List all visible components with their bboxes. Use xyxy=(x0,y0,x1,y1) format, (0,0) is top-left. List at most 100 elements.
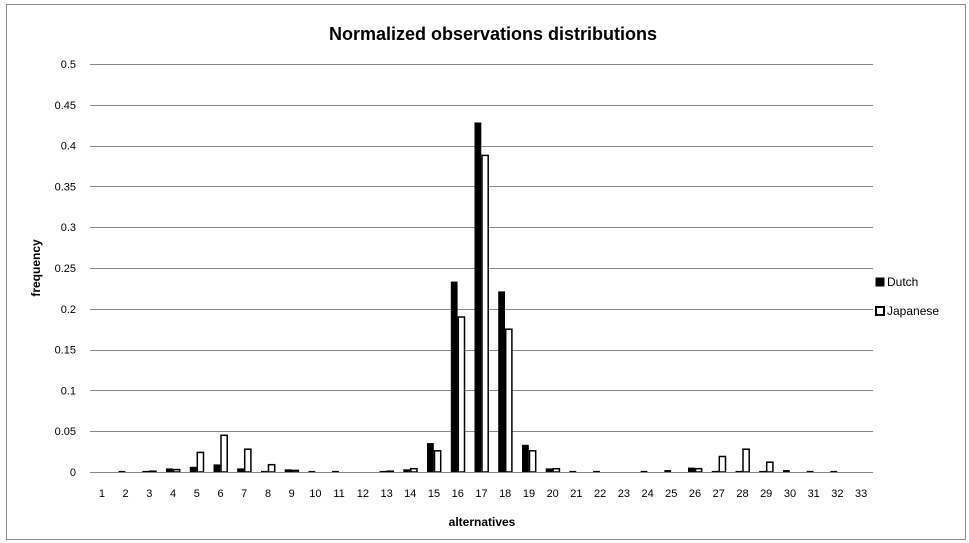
y-tick-label: 0.35 xyxy=(55,181,76,193)
x-tick-label: 18 xyxy=(499,488,511,500)
x-tick-label: 22 xyxy=(594,488,606,500)
bar-dutch-27 xyxy=(711,470,719,473)
x-tick-label: 23 xyxy=(618,488,630,500)
x-tick-label: 4 xyxy=(170,488,176,500)
y-tick-label: 0.5 xyxy=(61,59,76,71)
bar-dutch-28 xyxy=(735,470,743,473)
bar-japanese-14 xyxy=(410,467,418,473)
bar-dutch-2 xyxy=(118,470,126,473)
x-tick-label: 13 xyxy=(380,488,392,500)
x-tick-label: 14 xyxy=(404,488,416,500)
bar-japanese-9 xyxy=(291,469,300,473)
bar-japanese-4 xyxy=(172,468,181,473)
bar-dutch-19 xyxy=(521,444,529,473)
x-tick-label: 3 xyxy=(146,488,152,500)
x-tick-label: 20 xyxy=(547,488,559,500)
x-tick-label: 30 xyxy=(784,488,796,500)
bar-dutch-32 xyxy=(830,470,838,473)
y-tick-label: 0.45 xyxy=(55,100,76,112)
bar-japanese-17 xyxy=(481,154,489,473)
bar-dutch-9 xyxy=(284,469,292,473)
chart-title: Normalized observations distributions xyxy=(329,24,657,44)
bar-japanese-28 xyxy=(742,448,750,473)
x-tick-label: 31 xyxy=(808,488,820,500)
bar-dutch-30 xyxy=(782,470,790,473)
y-tick-label: 0.2 xyxy=(61,304,76,316)
bar-dutch-16 xyxy=(450,281,458,473)
x-tick-label: 33 xyxy=(855,488,867,500)
legend-swatch-dutch xyxy=(875,277,885,287)
y-tick-label: 0.05 xyxy=(55,426,76,438)
bar-dutch-6 xyxy=(213,464,221,473)
bar-dutch-4 xyxy=(166,468,173,473)
legend-label-dutch: Dutch xyxy=(887,275,918,289)
bar-japanese-19 xyxy=(528,450,537,473)
bar-dutch-31 xyxy=(806,470,814,473)
bar-japanese-15 xyxy=(433,450,442,473)
x-tick-label: 11 xyxy=(333,488,344,500)
x-tick-label: 9 xyxy=(289,488,295,500)
x-tick-label: 6 xyxy=(217,488,223,500)
bar-japanese-29 xyxy=(765,461,774,473)
x-tick-label: 2 xyxy=(123,488,129,500)
bar-dutch-14 xyxy=(403,469,411,473)
y-tick-label: 0 xyxy=(70,467,76,479)
bar-japanese-8 xyxy=(267,463,276,473)
bar-dutch-10 xyxy=(308,470,316,473)
x-tick-label: 12 xyxy=(357,488,369,500)
bar-dutch-3 xyxy=(142,470,150,473)
y-tick-label: 0.15 xyxy=(55,345,76,357)
x-tick-label: 21 xyxy=(570,488,582,500)
x-tick-label: 27 xyxy=(713,488,725,500)
bar-japanese-16 xyxy=(457,316,466,473)
y-tick-label: 0.1 xyxy=(61,385,76,397)
bar-japanese-7 xyxy=(243,448,252,473)
bar-japanese-26 xyxy=(694,467,703,473)
y-tick-labels: 0 0.05 0.1 0.15 0.2 0.25 0.3 0.35 0.4 0.45 0.5 xyxy=(55,59,76,479)
x-tick-label: 19 xyxy=(523,488,535,500)
x-tick-label: 5 xyxy=(194,488,200,500)
bar-dutch-26 xyxy=(687,467,695,473)
bar-dutch-17 xyxy=(474,122,482,473)
y-tick-label: 0.25 xyxy=(55,263,76,275)
bar-dutch-21 xyxy=(569,470,577,473)
x-axis-title: alternatives xyxy=(449,515,516,529)
bar-dutch-13 xyxy=(379,470,387,473)
y-axis-title: frequency xyxy=(29,239,43,297)
x-tick-labels: 1 2 3 4 5 6 7 8 9 10 11 12 13 14 15 16 17 18 19 20 21 22 23 24 2… xyxy=(99,488,867,500)
x-tick-label: 10 xyxy=(309,488,321,500)
bar-dutch-24 xyxy=(640,470,648,473)
x-tick-label: 26 xyxy=(689,488,701,500)
y-tick-label: 0.3 xyxy=(61,222,76,234)
bar-dutch-5 xyxy=(189,466,197,473)
x-tick-label: 16 xyxy=(452,488,464,500)
bar-dutch-20 xyxy=(545,468,553,473)
bar-japanese-18 xyxy=(504,328,513,473)
x-tick-label: 24 xyxy=(641,488,653,500)
x-tick-label: 28 xyxy=(736,488,748,500)
bar-dutch-8 xyxy=(261,470,268,473)
x-tick-label: 7 xyxy=(241,488,247,500)
bars xyxy=(118,122,838,473)
legend-label-japanese: Japanese xyxy=(887,304,939,318)
bar-japanese-6 xyxy=(220,434,228,473)
legend-swatch-japanese xyxy=(875,306,885,316)
y-tick-label: 0.4 xyxy=(61,141,76,153)
x-tick-label: 25 xyxy=(665,488,677,500)
x-tick-label: 15 xyxy=(428,488,440,500)
bar-japanese-27 xyxy=(718,455,727,473)
x-tick-label: 32 xyxy=(831,488,843,500)
x-tick-label: 17 xyxy=(475,488,487,500)
x-tick-label: 29 xyxy=(760,488,772,500)
bar-dutch-22 xyxy=(593,470,600,473)
legend: Dutch Japanese xyxy=(875,275,939,318)
x-tick-label: 1 xyxy=(99,488,105,500)
bar-japanese-3 xyxy=(149,470,157,473)
bar-dutch-11 xyxy=(332,470,339,473)
bar-japanese-13 xyxy=(386,470,395,473)
x-tick-label: 8 xyxy=(265,488,271,500)
bar-dutch-25 xyxy=(664,470,672,473)
bar-dutch-29 xyxy=(759,470,766,473)
bar-dutch-7 xyxy=(237,468,244,473)
